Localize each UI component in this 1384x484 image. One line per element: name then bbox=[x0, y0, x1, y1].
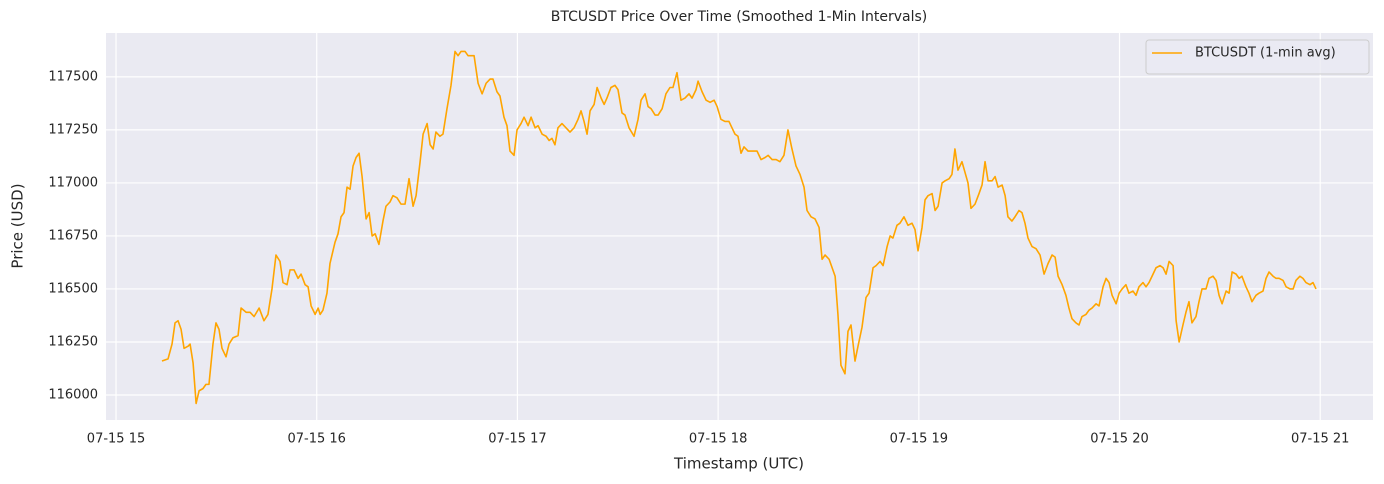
legend-label: BTCUSDT (1-min avg) bbox=[1195, 46, 1336, 61]
y-tick-label: 116500 bbox=[48, 281, 98, 296]
y-axis-label: Price (USD) bbox=[9, 183, 27, 268]
y-tick-label: 116250 bbox=[48, 334, 98, 349]
y-tick-label: 116750 bbox=[48, 228, 98, 243]
x-tick-label: 07-15 21 bbox=[1291, 432, 1349, 447]
plot-area bbox=[106, 33, 1373, 420]
y-tick-label: 116000 bbox=[48, 387, 98, 402]
y-tick-label: 117500 bbox=[48, 69, 98, 84]
x-tick-label: 07-15 19 bbox=[890, 432, 948, 447]
x-tick-label: 07-15 18 bbox=[689, 432, 747, 447]
x-tick-label: 07-15 17 bbox=[488, 432, 546, 447]
x-tick-label: 07-15 16 bbox=[288, 432, 346, 447]
x-axis-label: Timestamp (UTC) bbox=[673, 455, 804, 473]
x-tick-label: 07-15 15 bbox=[87, 432, 145, 447]
x-tick-label: 07-15 20 bbox=[1090, 432, 1148, 447]
price-line bbox=[161, 50, 1317, 405]
y-tick-label: 117250 bbox=[48, 122, 98, 137]
y-tick-label: 117000 bbox=[48, 175, 98, 190]
chart-title: BTCUSDT Price Over Time (Smoothed 1-Min … bbox=[551, 9, 928, 25]
legend-box bbox=[1145, 39, 1370, 75]
